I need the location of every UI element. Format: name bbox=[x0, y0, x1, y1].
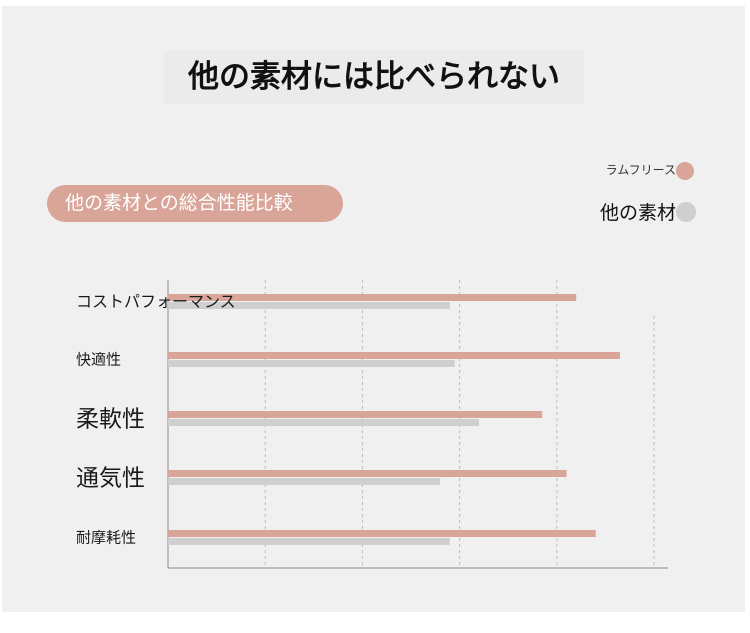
bar-lamb-fleece bbox=[168, 294, 577, 301]
legend-label-other-material: 他の素材 bbox=[599, 202, 676, 224]
bar-other-material bbox=[168, 478, 441, 485]
legend-swatch-lamb-fleece bbox=[676, 162, 694, 180]
title-backdrop bbox=[164, 50, 584, 104]
bar-lamb-fleece bbox=[168, 411, 543, 418]
bar-lamb-fleece bbox=[168, 470, 567, 477]
category-label: 耐摩耗性 bbox=[76, 529, 136, 547]
bar-other-material bbox=[168, 360, 455, 367]
bar-lamb-fleece bbox=[168, 352, 620, 359]
subtitle-pill bbox=[47, 185, 343, 222]
bar-other-material bbox=[168, 538, 450, 545]
category-label: コストパフォーマンス bbox=[76, 292, 236, 311]
category-label: 柔軟性 bbox=[76, 407, 145, 433]
chart-title: 他の素材には比べられない bbox=[188, 59, 560, 95]
category-label: 快適性 bbox=[76, 351, 121, 369]
bar-other-material bbox=[168, 419, 480, 426]
category-label: 通気性 bbox=[76, 466, 145, 492]
legend-label-lamb-fleece: ラムフリース bbox=[605, 163, 676, 177]
legend-swatch-other-material bbox=[676, 202, 696, 222]
bar-lamb-fleece bbox=[168, 530, 596, 537]
chart-subtitle: 他の素材との総合性能比較 bbox=[65, 192, 293, 214]
bar-other-material bbox=[168, 302, 450, 309]
